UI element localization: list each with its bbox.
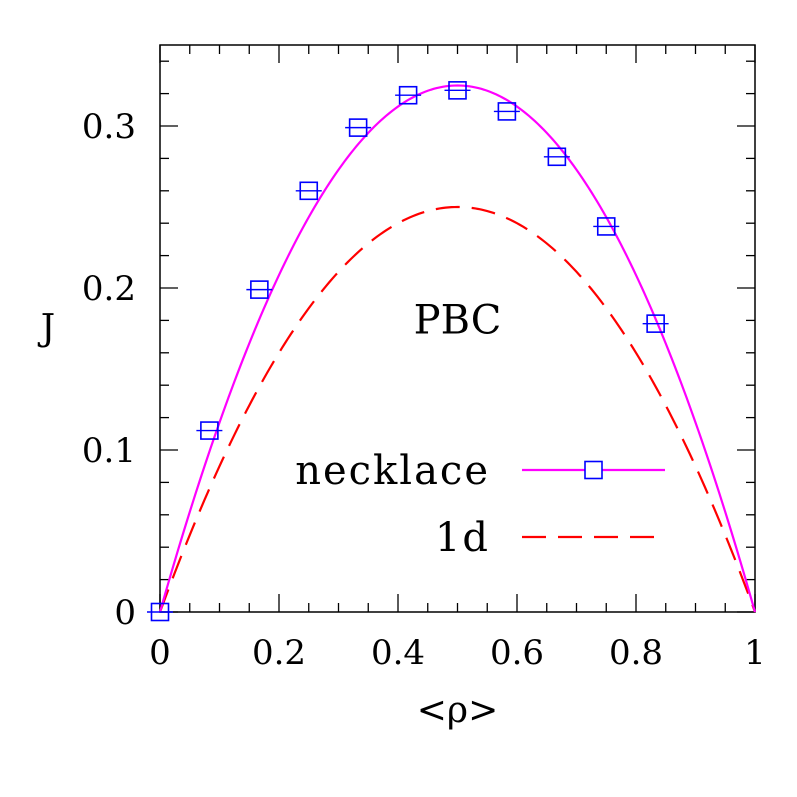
y-tick-label: 0.1 xyxy=(82,431,136,471)
legend-label-necklace: necklace xyxy=(295,448,490,494)
series-1d-line xyxy=(158,205,757,613)
legend: necklace 1d xyxy=(295,448,665,561)
series-necklace-line xyxy=(158,84,757,613)
legend-label-1d: 1d xyxy=(435,515,490,561)
plot-frame xyxy=(159,44,756,613)
legend-marker-necklace xyxy=(584,460,603,480)
curves xyxy=(158,84,757,613)
y-axis-label: J xyxy=(37,308,55,349)
tick-marks xyxy=(159,45,756,613)
y-tick-label: 0.2 xyxy=(82,269,136,309)
tick-labels: 0 0.2 0.4 0.6 0.8 1 0 0.1 0.2 0.3 xyxy=(82,107,766,673)
x-tick-label: 0.8 xyxy=(609,633,663,673)
x-tick-label: 0.6 xyxy=(490,633,544,673)
y-tick-label: 0 xyxy=(114,593,136,633)
y-tick-label: 0.3 xyxy=(82,107,136,147)
x-tick-label: 0.2 xyxy=(252,633,306,673)
x-tick-label: 1 xyxy=(744,633,766,673)
markers xyxy=(147,81,669,622)
x-tick-label: 0 xyxy=(149,633,171,673)
pbc-annotation: PBC xyxy=(414,297,502,343)
x-axis-label: <ρ> xyxy=(417,690,499,731)
x-tick-label: 0.4 xyxy=(371,633,425,673)
